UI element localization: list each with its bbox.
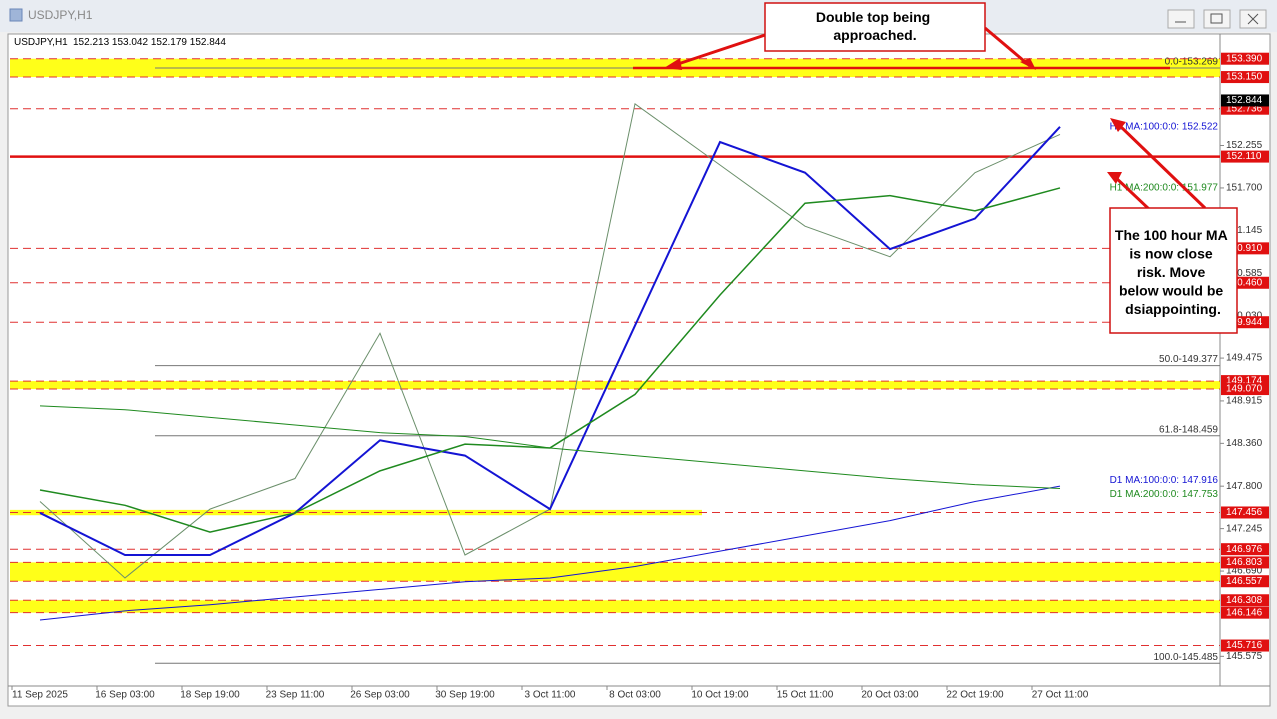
- series-label: H1 MA:100:0:0: 152.522: [1110, 121, 1219, 132]
- series-label: D1 MA:100:0:0: 147.916: [1110, 475, 1219, 486]
- symbol-label: USDJPY,H1 152.213 153.042 152.179 152.844: [14, 37, 226, 48]
- level-tag-label: 146.146: [1226, 607, 1263, 618]
- level-tag-label: 153.390: [1226, 53, 1263, 64]
- level-tag-label: 145.716: [1226, 640, 1263, 651]
- level-tag: [1221, 606, 1269, 619]
- x-tick-label: 18 Sep 19:00: [180, 690, 240, 701]
- current-price-tag: [1221, 94, 1269, 107]
- y-tick-label: 147.245: [1226, 523, 1263, 534]
- level-tag-label: 149.944: [1226, 317, 1263, 328]
- window-title: USDJPY,H1: [28, 8, 93, 22]
- level-tag: [1221, 71, 1269, 84]
- x-tick-label: 26 Sep 03:00: [350, 690, 410, 701]
- annotation-box: [1109, 207, 1238, 334]
- annotation-text: The 100 hour MA is now close risk. Move …: [1115, 227, 1231, 317]
- level-tag: [1221, 543, 1269, 556]
- x-tick-label: 30 Sep 19:00: [435, 690, 495, 701]
- series-line: [39, 126, 1061, 556]
- app-icon: [9, 8, 23, 22]
- zone-band: [10, 381, 1220, 390]
- y-tick-label: 148.360: [1226, 438, 1263, 449]
- y-tick-label: 152.255: [1226, 140, 1263, 151]
- level-tag-label: 147.456: [1226, 507, 1263, 518]
- symbol: USDJPY,H1: [14, 37, 68, 48]
- zone-band: [10, 600, 1220, 613]
- y-tick-label: 146.690: [1226, 566, 1263, 577]
- y-tick-label: 145.575: [1226, 651, 1263, 662]
- level-tag: [1221, 383, 1269, 396]
- x-tick-label: 20 Oct 03:00: [861, 690, 919, 701]
- level-tag-label: 150.910: [1226, 243, 1263, 254]
- maximize-button[interactable]: [1203, 9, 1231, 29]
- annotation-box: [764, 2, 986, 52]
- level-tag-label: 149.070: [1226, 384, 1263, 395]
- minimize-button[interactable]: [1167, 9, 1195, 29]
- maximize-icon: [1210, 13, 1223, 24]
- y-tick-label: 151.145: [1226, 225, 1263, 236]
- level-tag: [1221, 594, 1269, 607]
- arrow: [671, 26, 1031, 68]
- x-tick-label: 27 Oct 11:00: [1032, 690, 1089, 701]
- y-tick-label: 148.915: [1226, 396, 1263, 407]
- x-tick-label: 11 Sep 2025: [12, 690, 68, 701]
- level-tag-label: 146.976: [1226, 544, 1263, 555]
- current-price-label: 152.844: [1226, 95, 1263, 106]
- y-tick-label: 151.700: [1226, 183, 1263, 194]
- level-tag: [1221, 150, 1269, 163]
- fib-label: 50.0-149.377: [1159, 354, 1218, 365]
- y-tick-label: 150.030: [1226, 310, 1263, 321]
- fib-label: 0.0-153.269: [1165, 57, 1219, 68]
- series-label: D1 MA:200:0:0: 147.753: [1110, 489, 1219, 500]
- annotation-text: Double top being approached.: [816, 9, 934, 43]
- y-tick-label: 150.585: [1226, 268, 1263, 279]
- zone-band: [10, 562, 1220, 582]
- level-tag: [1221, 575, 1269, 588]
- x-tick-label: 8 Oct 03:00: [609, 690, 661, 701]
- chart-area: [7, 33, 1271, 707]
- plot: 0.0-153.269 50.0-149.377 61.8-148.459 100.0…: [10, 52, 1269, 701]
- y-tick-label: 149.475: [1226, 353, 1263, 364]
- level-tag-label: 146.803: [1226, 557, 1263, 568]
- title-bar: [0, 0, 1277, 32]
- ohlc: 152.213 153.042 152.179 152.844: [73, 37, 226, 48]
- x-tick-label: 22 Oct 19:00: [946, 690, 1004, 701]
- series-line: [39, 485, 1061, 621]
- x-tick-label: 10 Oct 19:00: [691, 690, 749, 701]
- x-tick-label: 15 Oct 11:00: [777, 690, 834, 701]
- level-tag-label: 146.308: [1226, 595, 1263, 606]
- level-tag-label: 149.174: [1226, 376, 1263, 387]
- level-tag: [1221, 52, 1269, 65]
- level-tag-label: 152.736: [1226, 103, 1263, 114]
- fib-label: 100.0-145.485: [1153, 652, 1218, 663]
- fib-label: 61.8-148.459: [1159, 424, 1218, 435]
- x-tick-label: 16 Sep 03:00: [95, 690, 155, 701]
- level-tag-label: 153.150: [1226, 72, 1263, 83]
- close-icon: [1247, 13, 1259, 25]
- level-tag-label: 146.557: [1226, 576, 1263, 587]
- series-label: H1 MA:200:0:0: 151.977: [1110, 183, 1219, 194]
- x-tick-label: 3 Oct 11:00: [525, 690, 576, 701]
- annotations: Double top being approached. The 100 hou…: [664, 2, 1238, 334]
- level-tag: [1221, 556, 1269, 569]
- y-tick-label: 147.800: [1226, 481, 1263, 492]
- level-tag-label: 152.110: [1226, 151, 1262, 162]
- x-tick-label: 23 Sep 11:00: [266, 690, 325, 701]
- arrow: [1112, 122, 1207, 212]
- level-tag: [1221, 639, 1269, 652]
- series-line: [39, 405, 1061, 489]
- level-tag-label: 150.460: [1226, 277, 1263, 288]
- level-tag: [1221, 506, 1269, 519]
